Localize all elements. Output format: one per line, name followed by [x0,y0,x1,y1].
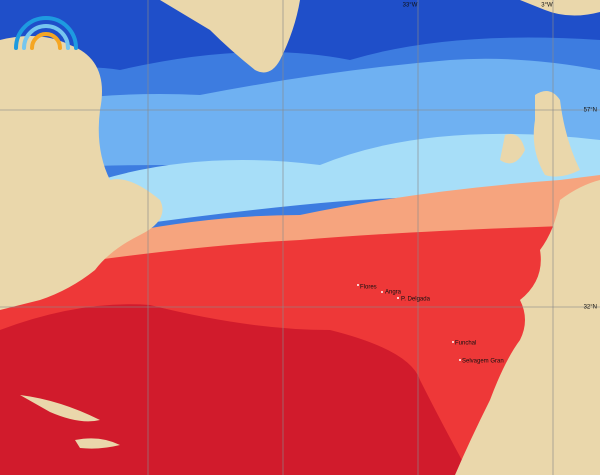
place-label: Flores [360,285,377,291]
place-dot [452,341,454,343]
grid-label: 33°W [403,3,418,9]
place-label: Angra [385,290,402,296]
place-dot [381,291,383,293]
place-dot [357,284,359,286]
place-dot [459,359,461,361]
sea-hottest [0,304,470,475]
places: Flores Angra P. Delgada Funchal Selvagem… [357,284,504,365]
place-label: P. Delgada [401,297,431,303]
caribbean [20,395,120,449]
grid-label: 57°N [584,108,597,114]
europe-africa [455,180,600,475]
north-america [0,36,163,310]
grid-label: 3°W [541,3,553,9]
iceland-area [520,0,600,16]
place-label: Funchal [455,341,476,347]
place-dot [397,297,399,299]
sea-deep-cold [0,0,600,90]
logo [14,16,78,50]
greenland [160,0,300,73]
sea-mild [100,133,600,230]
sea-warm [90,175,600,265]
british-isles [500,91,580,177]
grid-label: 32°N [584,305,597,311]
place-label: Selvagem Gran [462,359,504,365]
